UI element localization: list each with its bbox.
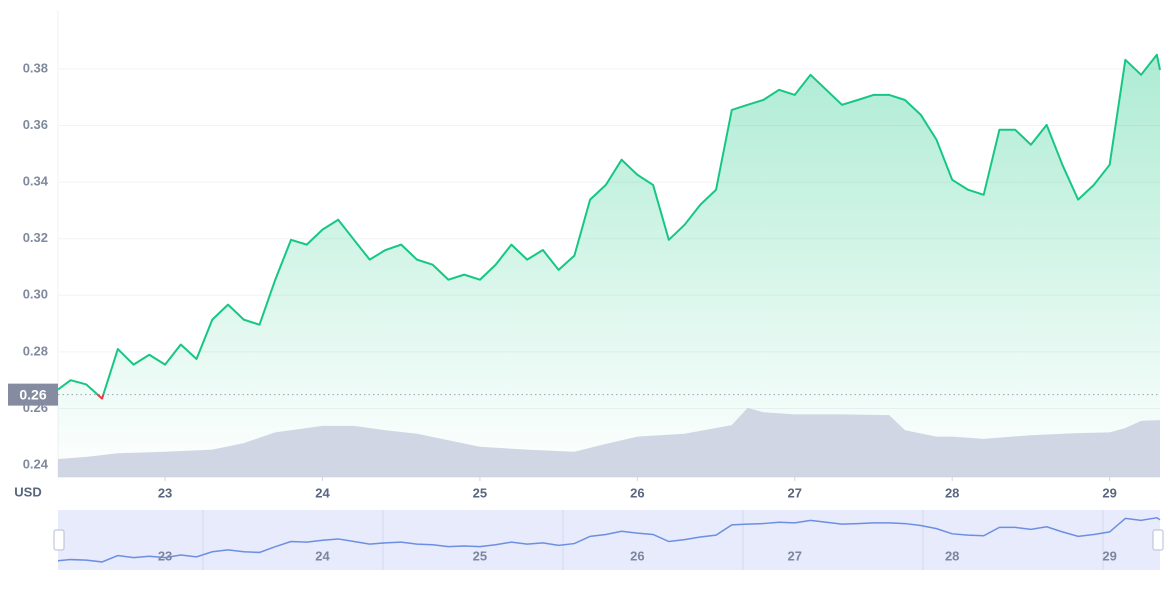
x-tick-label: 29 — [1102, 485, 1116, 500]
reference-badge — [8, 383, 58, 406]
y-tick-label: 0.38 — [23, 60, 48, 75]
navigator-background — [58, 510, 1160, 570]
x-tick-label: 23 — [158, 485, 172, 500]
volume-area — [58, 407, 1160, 477]
navigator-tick-label: 29 — [1102, 548, 1116, 563]
y-tick-label: 0.36 — [23, 117, 48, 132]
price-area — [58, 54, 1160, 478]
y-tick-label: 0.28 — [23, 343, 48, 358]
y-tick-label: 0.32 — [23, 230, 48, 245]
navigator-handle-right[interactable] — [1152, 529, 1164, 551]
x-tick-label: 28 — [945, 485, 959, 500]
navigator-handle-left[interactable] — [53, 529, 65, 551]
reference-label: 0.26 — [19, 386, 46, 402]
y-tick-label: 0.24 — [23, 457, 49, 472]
price-line — [57, 53, 1161, 400]
x-tick-label: 25 — [473, 485, 487, 500]
navigator-tick-label: 25 — [473, 548, 487, 563]
navigator-tick-label: 26 — [630, 548, 644, 563]
y-tick-label: 0.30 — [23, 287, 48, 302]
navigator-dividers — [202, 510, 1104, 570]
currency-label: USD — [14, 484, 41, 499]
x-tick-label: 24 — [315, 485, 330, 500]
y-tick-label: 0.34 — [23, 174, 49, 189]
x-tick-label: 27 — [788, 485, 802, 500]
navigator-tick-label: 23 — [158, 548, 172, 563]
navigator-tick-label: 27 — [788, 548, 802, 563]
navigator-tick-label: 24 — [315, 548, 330, 563]
navigator-line — [57, 516, 1161, 563]
x-tick-label: 26 — [630, 485, 644, 500]
navigator-tick-label: 28 — [945, 548, 959, 563]
